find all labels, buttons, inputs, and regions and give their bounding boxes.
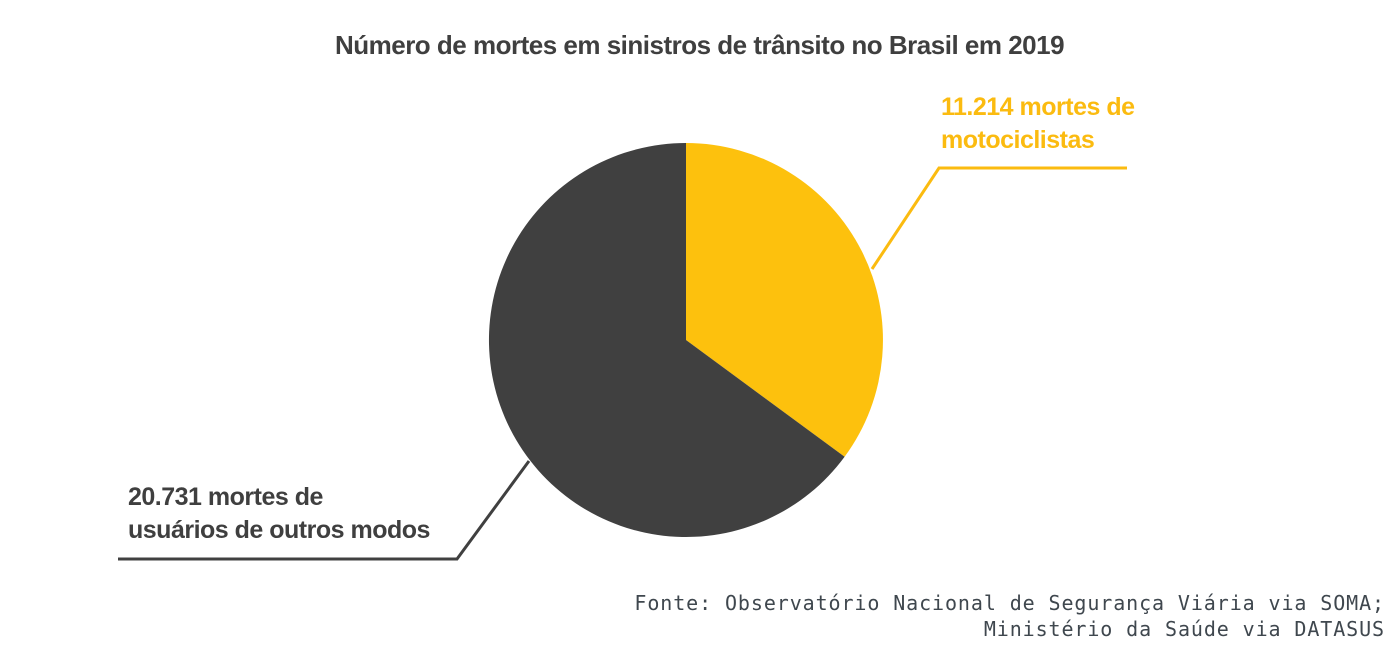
label-usuarios-de-outros-modos-line2: usuários de outros modos bbox=[128, 516, 430, 544]
label-usuarios-de-outros-modos-line1: 20.731 mortes de bbox=[128, 483, 323, 511]
pie-slice-motociclistas bbox=[686, 143, 883, 457]
pie-slice-usuarios-de-outros-modos bbox=[488, 143, 845, 537]
callout-line-usuarios-de-outros-modos bbox=[118, 460, 531, 561]
chart-title: Número de mortes em sinistros de trânsit… bbox=[334, 30, 1065, 60]
source-note-line1: Fonte: Observatório Nacional de Seguranç… bbox=[634, 591, 1385, 615]
source-note: Fonte: Observatório Nacional de Seguranç… bbox=[634, 590, 1385, 642]
source-note-line2: Ministério da Saúde via DATASUS bbox=[983, 617, 1385, 641]
callout-line-motociclistas bbox=[870, 166, 1127, 270]
label-motociclistas-line2: motociclistas bbox=[941, 126, 1095, 154]
label-usuarios-de-outros-modos: 20.731 mortes de usuários de outros modo… bbox=[128, 481, 430, 547]
label-motociclistas: 11.214 mortes de motociclistas bbox=[941, 91, 1135, 157]
label-motociclistas-line1: 11.214 mortes de bbox=[941, 93, 1135, 121]
